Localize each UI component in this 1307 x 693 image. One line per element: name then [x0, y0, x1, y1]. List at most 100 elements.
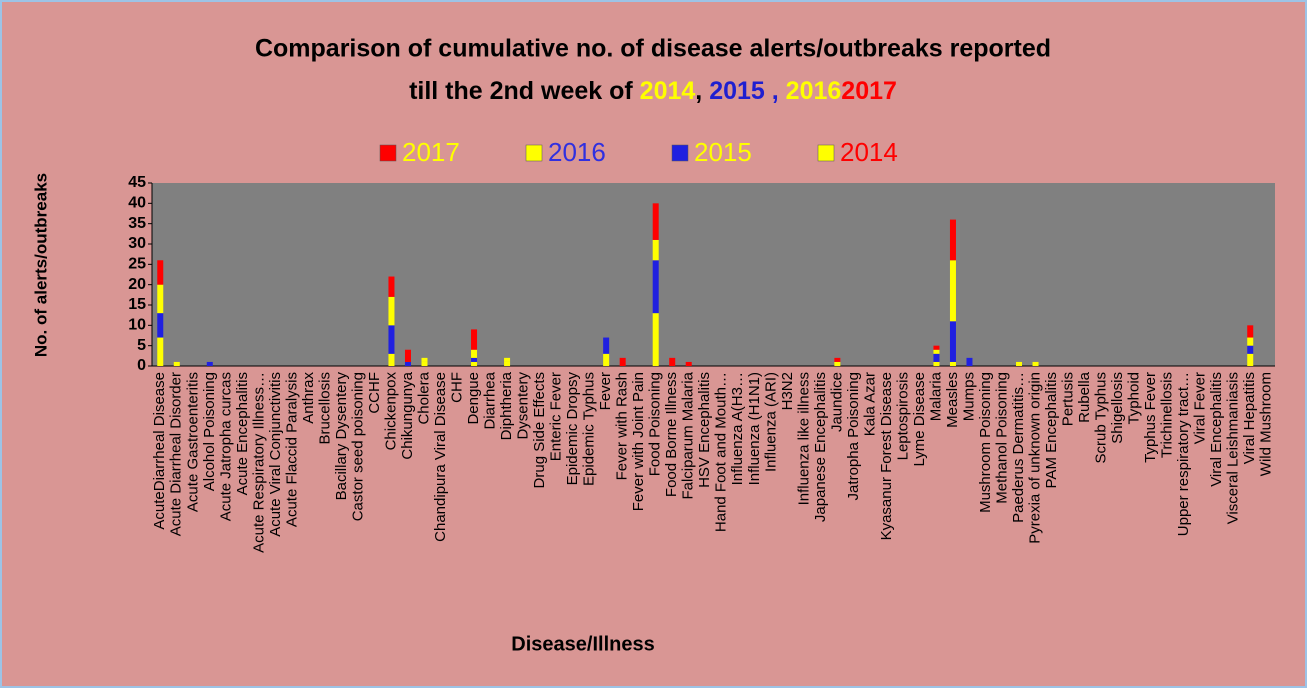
legend-swatch	[379, 144, 397, 162]
bar-segment	[157, 337, 164, 366]
legend-swatch	[817, 144, 835, 162]
x-tick-label: PAM Encephalitis	[1043, 372, 1060, 488]
bar-segment	[471, 349, 478, 358]
x-tick-label: Jaundice	[828, 372, 845, 432]
legend-swatch	[671, 144, 689, 162]
y-tick-label: 20	[128, 276, 146, 293]
x-tick-label: Epidemic Dropsy	[564, 372, 581, 486]
x-tick-label: Paederus Dermatitis…	[1010, 372, 1027, 523]
x-tick-label: Acute Gastroenteritis	[184, 372, 201, 512]
x-tick-label: Brucellosis	[316, 372, 333, 445]
bar-segment	[157, 313, 164, 338]
bar-segment	[504, 357, 511, 362]
x-tick-label: Measles	[944, 372, 961, 428]
x-tick-label: Methanol Poisoning	[993, 372, 1010, 504]
title-part: 2015	[709, 77, 765, 105]
bar-segment	[1032, 361, 1039, 366]
x-tick-label: CCHF	[366, 372, 383, 414]
bar-segment	[652, 313, 659, 366]
x-tick-label: Japanese Encephalitis	[812, 372, 829, 522]
bar-segment	[388, 325, 395, 354]
bar-segment	[388, 353, 395, 366]
x-tick-label: Food Borne Illness	[663, 372, 680, 497]
title-part: till the 2nd week of	[409, 77, 640, 105]
x-tick-label: Influenza A(H3…	[729, 372, 746, 485]
bar-segment	[949, 260, 956, 322]
bar-segment	[388, 276, 395, 297]
x-tick-label: Falciparum Malaria	[680, 371, 697, 499]
x-tick-label: Lyme Disease	[911, 372, 928, 466]
x-tick-label: Chikungunya	[399, 371, 416, 459]
x-tick-label: HSV Encephalitis	[696, 372, 713, 488]
legend-label: 2016	[548, 137, 606, 167]
title-part: ,	[765, 77, 786, 105]
title-part: 2016	[786, 77, 842, 105]
bar-segment	[949, 219, 956, 261]
y-tick-label: 35	[128, 215, 146, 232]
legend-label: 2014	[840, 137, 898, 167]
bar-segment	[1247, 325, 1254, 338]
x-tick-label: Hand Foot and Mouth…	[713, 372, 730, 532]
bar-segment	[834, 361, 841, 366]
x-tick-label: Chandipura Viral Disease	[432, 372, 449, 542]
x-axis-label: Disease/Illness	[511, 633, 654, 655]
y-tick-label: 40	[128, 195, 146, 212]
title-part: ,	[695, 77, 709, 105]
bar-segment	[834, 357, 841, 362]
bar-segment	[603, 353, 610, 366]
legend-swatch	[525, 144, 543, 162]
x-tick-label: Fever with Rash	[614, 372, 631, 480]
chart-title: Comparison of cumulative no. of disease …	[255, 35, 1051, 63]
x-tick-label: Upper respiratory tract…	[1175, 372, 1192, 536]
x-tick-label: Chickenpox	[382, 372, 399, 451]
x-tick-label: Bacillary Dysentery	[333, 372, 350, 501]
bar-segment	[1247, 337, 1254, 346]
bar-segment	[619, 357, 626, 366]
x-tick-label: Mushroom Poisoning	[977, 372, 994, 513]
bar-segment	[966, 357, 973, 366]
x-tick-label: Dengue	[465, 372, 482, 425]
bar-segment	[685, 361, 692, 366]
x-tick-label: H3N2	[779, 372, 796, 410]
x-tick-label: Typhoid	[1126, 372, 1143, 425]
legend-label: 2015	[694, 137, 752, 167]
x-tick-label: Leptospirosis	[894, 372, 911, 460]
y-tick-label: 5	[137, 337, 146, 354]
bar-segment	[157, 260, 164, 285]
bar-segment	[652, 203, 659, 240]
bar-segment	[421, 357, 428, 362]
x-tick-label: Dysentery	[515, 372, 532, 440]
bar-segment	[1247, 353, 1254, 366]
x-tick-label: Acute Respiratory Illness…	[250, 372, 267, 553]
bar-segment	[933, 349, 940, 354]
bar-segment	[949, 321, 956, 362]
bar-segment	[933, 353, 940, 362]
x-tick-label: Scrub Typhus	[1093, 372, 1110, 463]
y-tick-label: 0	[137, 357, 146, 374]
y-tick-label: 10	[128, 317, 146, 334]
bar-segment	[471, 357, 478, 362]
x-tick-label: Typhus Fever	[1142, 372, 1159, 463]
x-tick-label: Wild Mushroom	[1258, 372, 1275, 476]
x-tick-label: CHF	[448, 372, 465, 403]
y-tick-label: 15	[128, 296, 146, 313]
x-tick-label: Drug Side Effects	[531, 372, 548, 488]
bar-segment	[471, 361, 478, 366]
bar-segment	[504, 361, 511, 366]
x-tick-label: Viral Encephalitis	[1208, 372, 1225, 487]
x-tick-label: Visceral Leishmaniasis	[1225, 372, 1242, 524]
x-tick-label: Diarrhea	[482, 371, 499, 429]
title-part: 2017	[841, 77, 897, 105]
x-tick-label: Epidemic Typhus	[581, 372, 598, 486]
bar-segment	[652, 260, 659, 314]
x-tick-label: Acute Flaccid Paralysis	[283, 372, 300, 527]
x-tick-label: Alcohol Poisoning	[201, 372, 218, 491]
bar-segment	[471, 329, 478, 350]
x-tick-label: Viral Hepatitis	[1241, 372, 1258, 464]
x-tick-label: Shigellosis	[1109, 372, 1126, 444]
x-tick-label: Castor seed poisoning	[349, 372, 366, 521]
x-tick-label: Diphtheria	[498, 371, 515, 440]
x-tick-label: Viral Fever	[1192, 372, 1209, 444]
x-tick-label: Enteric Fever	[548, 372, 565, 461]
